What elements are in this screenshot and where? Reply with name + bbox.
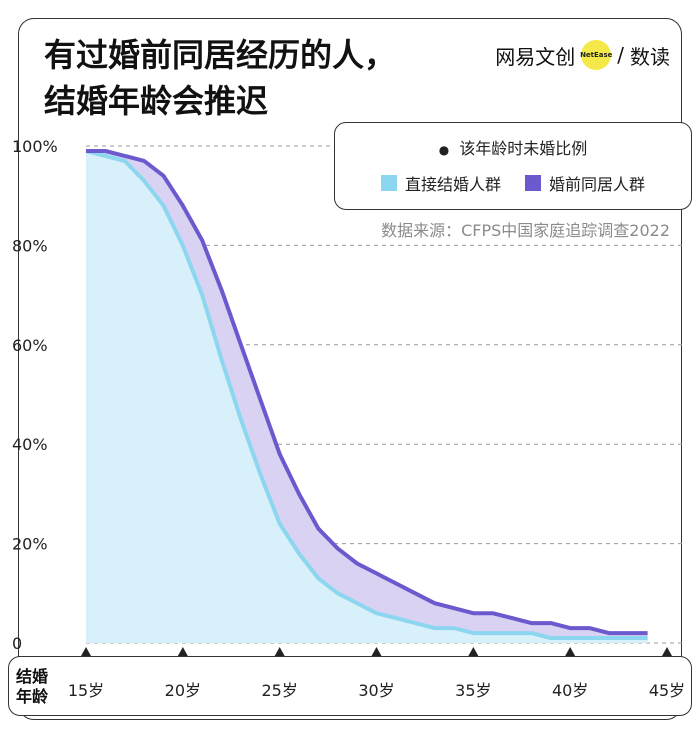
- brand-separator: /: [617, 43, 624, 67]
- y-tick-label-20: 20%: [12, 535, 48, 554]
- x-tick-label-20: 20岁: [165, 681, 201, 700]
- legend-swatch-cohabit: [525, 175, 541, 191]
- legend-label-direct: 直接结婚人群: [404, 175, 501, 194]
- x-tick-marker-15: [81, 647, 91, 656]
- x-tick-marker-25: [274, 647, 285, 656]
- legend-item-direct: 直接结婚人群: [380, 171, 501, 195]
- brand-name: 网易文创: [495, 44, 576, 69]
- legend-label-cohabit: 婚前同居人群: [549, 175, 646, 194]
- x-tick-label-25: 25岁: [261, 681, 297, 700]
- x-axis-bar: [8, 656, 692, 716]
- x-tick-label-45: 45岁: [649, 681, 685, 700]
- y-axis-labels: 0 20% 40% 60% 80% 100%: [12, 137, 58, 653]
- brand-badge: NetEase: [580, 51, 613, 59]
- y-tick-label-100: 100%: [12, 137, 58, 156]
- legend: ● 该年龄时未婚比例 直接结婚人群 婚前同居人群: [334, 122, 692, 210]
- legend-note: 该年龄时未婚比例: [459, 139, 588, 158]
- direct-series-line: [85, 149, 648, 640]
- brand-badge-icon: NetEase: [580, 40, 613, 70]
- x-axis-title-line-2: 年龄: [16, 687, 49, 706]
- y-tick-label-40: 40%: [12, 435, 48, 454]
- x-axis-title-line-1: 结婚: [16, 667, 49, 686]
- x-tick-label-35: 35岁: [455, 681, 491, 700]
- legend-item-cohabit: 婚前同居人群: [525, 171, 645, 195]
- legend-swatch-direct: [380, 175, 397, 191]
- x-tick-marker-45: [662, 647, 672, 656]
- bullet-icon: ●: [438, 143, 450, 157]
- cohabit-series-line: [86, 149, 648, 636]
- x-tick-marker-35: [468, 647, 479, 656]
- x-axis-title: 结婚 年龄: [16, 667, 48, 707]
- x-tick-label-40: 40岁: [552, 681, 588, 700]
- direct-series-area: [86, 151, 648, 643]
- x-tick-marker-20: [177, 647, 188, 656]
- x-tick-label-15: 15岁: [68, 681, 104, 700]
- data-source: 数据来源：CFPS中国家庭追踪调查2022: [381, 221, 670, 240]
- x-axis-ticks: [81, 647, 672, 656]
- chart-title: 有过婚前同居经历的人， 结婚年龄会推迟: [44, 32, 484, 124]
- y-tick-label-0: 0: [12, 634, 22, 653]
- brand-sub: 数读: [630, 44, 670, 69]
- x-tick-label-30: 30岁: [358, 681, 394, 700]
- legend-note-row: ● 该年龄时未婚比例: [335, 135, 691, 159]
- y-tick-label-60: 60%: [12, 336, 48, 355]
- title-line-2: 结婚年龄会推迟: [44, 82, 269, 120]
- brand-logo: 网易文创 NetEase / 数读: [495, 40, 670, 70]
- y-tick-label-80: 80%: [12, 236, 48, 255]
- title-line-1: 有过婚前同居经历的人，: [44, 36, 397, 74]
- x-tick-marker-40: [565, 647, 576, 656]
- legend-series-row: 直接结婚人群 婚前同居人群: [335, 171, 691, 195]
- x-tick-marker-30: [371, 647, 382, 656]
